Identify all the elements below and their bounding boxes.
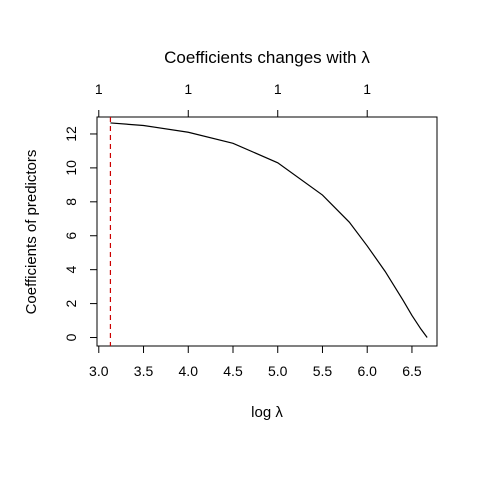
top-tick-label: 1 (95, 81, 103, 97)
plot-frame (96, 116, 438, 347)
y-tick-label: 4 (63, 266, 79, 274)
y-tick-label: 0 (63, 333, 79, 341)
x-tick-label: 5.5 (313, 363, 333, 379)
x-tick-label: 6.0 (357, 363, 377, 379)
x-tick-label: 5.0 (268, 363, 288, 379)
x-tick-label: 3.5 (134, 363, 154, 379)
top-axis-ticks: 1 1 1 1 (95, 81, 371, 118)
y-tick-label: 2 (63, 299, 79, 307)
y-tick-label: 12 (63, 126, 79, 142)
x-tick-label: 4.0 (179, 363, 199, 379)
x-tick-label: 6.5 (402, 363, 422, 379)
x-tick-label: 3.0 (89, 363, 109, 379)
y-tick-label: 8 (63, 198, 79, 206)
x-axis-label: log λ (251, 404, 283, 421)
y-tick-label: 6 (63, 232, 79, 240)
y-axis-ticks: 0 2 4 6 8 10 12 (63, 126, 98, 341)
y-tick-label: 10 (63, 160, 79, 176)
y-axis-label: Coefficients of predictors (23, 150, 40, 315)
top-tick-label: 1 (274, 81, 282, 97)
coefficient-path-line (110, 122, 428, 338)
top-tick-label: 1 (184, 81, 192, 97)
x-axis-ticks: 3.0 3.5 4.0 4.5 5.0 5.5 6.0 6.5 (89, 345, 422, 379)
chart-title: Coefficients changes with λ (164, 48, 370, 67)
x-tick-label: 4.5 (223, 363, 243, 379)
top-tick-label: 1 (363, 81, 371, 97)
